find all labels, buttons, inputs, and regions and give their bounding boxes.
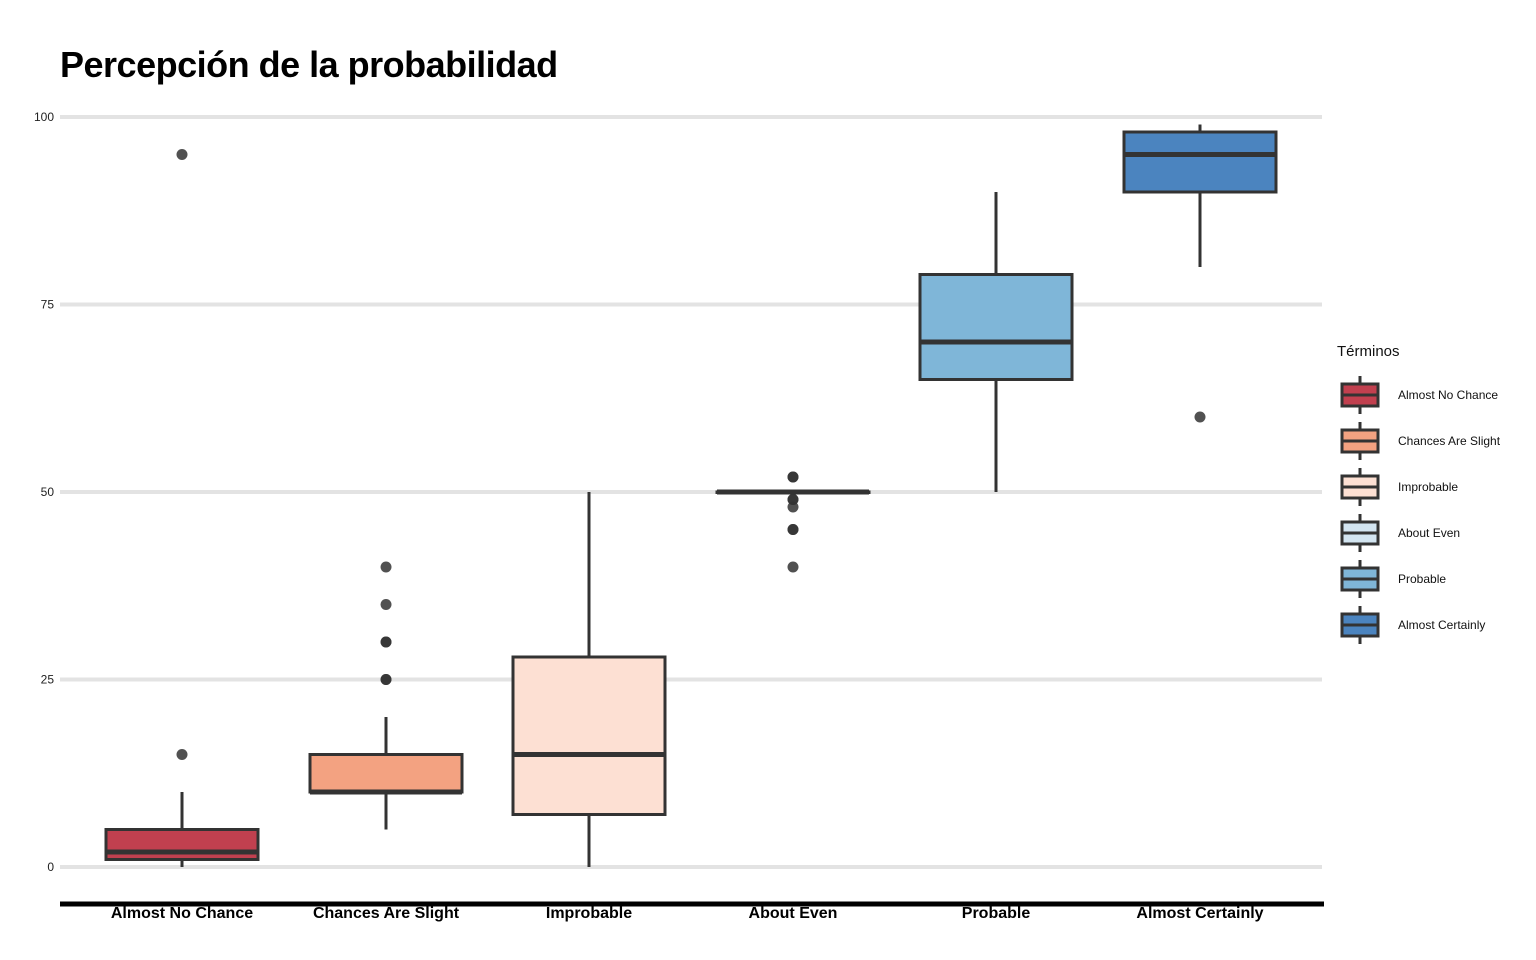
legend-label: Chances Are Slight xyxy=(1398,434,1501,448)
box-body xyxy=(308,753,464,794)
outlier-point xyxy=(787,494,799,505)
outlier-point xyxy=(380,636,392,648)
legend-title: Términos xyxy=(1337,343,1400,360)
legend-item: Probable xyxy=(1340,560,1446,598)
box-body xyxy=(104,828,260,861)
y-tick-label: 50 xyxy=(41,485,55,499)
y-tick-label: 0 xyxy=(47,860,54,874)
x-tick-label: About Even xyxy=(749,905,838,922)
y-tick-label: 25 xyxy=(41,673,55,687)
y-tick-label: 100 xyxy=(34,110,54,124)
boxes xyxy=(104,124,1278,867)
legend-item: Almost Certainly xyxy=(1340,606,1485,644)
x-tick-label: Probable xyxy=(962,905,1031,922)
legend-label: Probable xyxy=(1398,572,1446,586)
x-tick-label: Chances Are Slight xyxy=(313,905,460,922)
x-tick-label: Almost No Chance xyxy=(111,905,253,922)
y-axis: 0 25 50 75 100 xyxy=(34,110,54,874)
box-about-even xyxy=(715,471,871,573)
box-improbable xyxy=(511,492,667,867)
outlier-point xyxy=(176,149,188,160)
y-tick-label: 75 xyxy=(41,298,55,312)
legend-label: Almost No Chance xyxy=(1398,388,1498,402)
x-tick-label: Improbable xyxy=(546,905,632,922)
legend-item: Chances Are Slight xyxy=(1340,422,1501,460)
outlier-point xyxy=(380,599,392,610)
chart-title: Percepción de la probabilidad xyxy=(60,44,558,85)
x-axis: Almost No Chance Chances Are Slight Improb… xyxy=(111,905,1264,922)
box-body xyxy=(918,273,1074,381)
box-almost-certainly xyxy=(1122,124,1278,423)
box-body xyxy=(1122,130,1278,194)
outlier-point xyxy=(1194,411,1206,423)
outlier-point xyxy=(787,471,799,483)
legend-item: Improbable xyxy=(1340,468,1458,506)
gridlines xyxy=(60,115,1322,869)
outlier-point xyxy=(787,561,799,573)
legend-label: About Even xyxy=(1398,526,1460,540)
box-chances-are-slight xyxy=(308,561,464,830)
legend-item: Almost No Chance xyxy=(1340,376,1498,414)
outlier-point xyxy=(176,749,188,760)
outlier-point xyxy=(380,674,392,685)
x-tick-label: Almost Certainly xyxy=(1136,905,1263,922)
box-probable xyxy=(918,192,1074,492)
legend: Términos Almost No Chance Chances Are Slig… xyxy=(1337,343,1501,644)
box-body xyxy=(511,655,667,816)
legend-label: Almost Certainly xyxy=(1398,618,1485,632)
box-almost-no-chance xyxy=(104,149,260,867)
legend-item: About Even xyxy=(1340,514,1460,552)
outlier-point xyxy=(380,561,392,573)
outlier-point xyxy=(787,524,799,535)
legend-label: Improbable xyxy=(1398,480,1458,494)
